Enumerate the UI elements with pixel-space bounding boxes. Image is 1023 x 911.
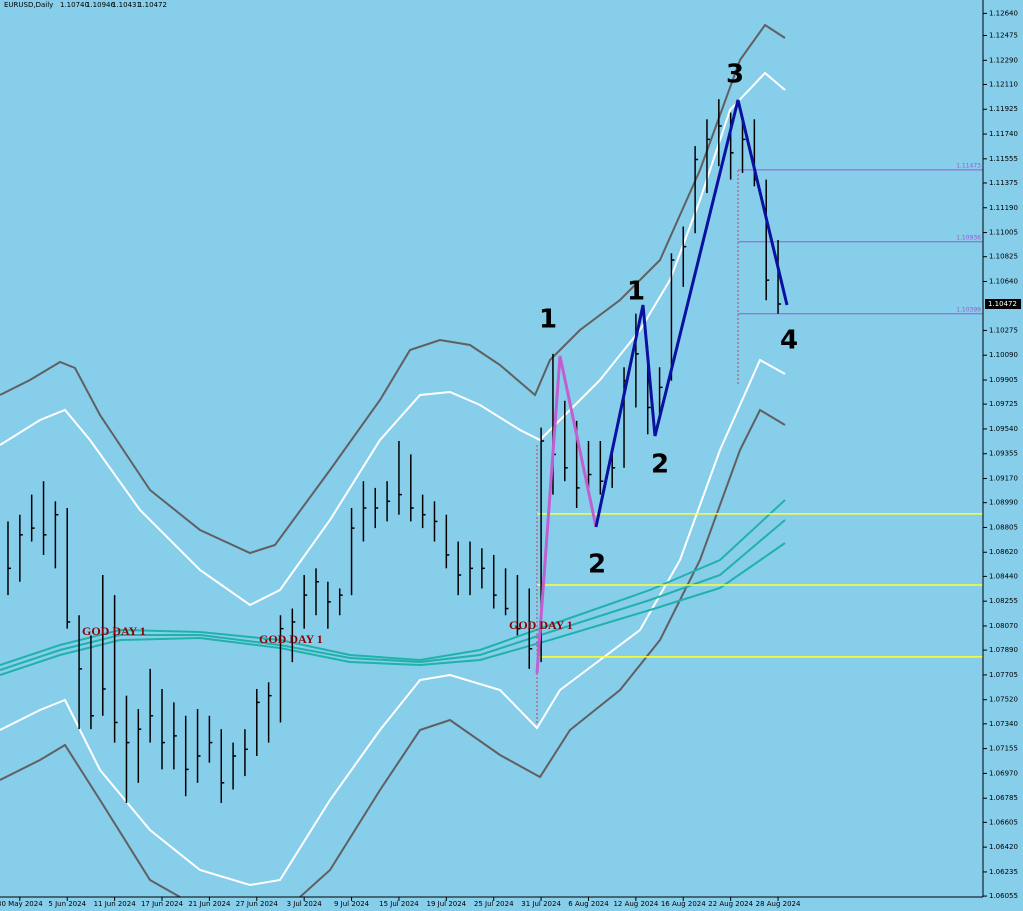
header-value: 1.10472 (138, 1, 167, 9)
y-tick-label: 1.08990 (989, 499, 1018, 507)
header-value: 1.10740 (60, 1, 89, 9)
y-tick-label: 1.06235 (989, 868, 1018, 876)
wave-label: 1 (539, 305, 557, 335)
y-tick-label: 1.10825 (989, 253, 1018, 261)
y-tick-label: 1.06605 (989, 818, 1018, 826)
y-tick-label: 1.11375 (989, 179, 1018, 187)
annotation: GOD DAY 1 (82, 624, 146, 638)
y-tick-label: 1.11740 (989, 130, 1018, 138)
header-value: 1.10946 (86, 1, 115, 9)
x-tick-label: 3 Jul 2024 (287, 900, 323, 908)
y-tick-label: 1.06970 (989, 769, 1018, 777)
y-tick-label: 1.09540 (989, 425, 1018, 433)
y-tick-label: 1.07155 (989, 745, 1018, 753)
x-tick-label: 5 Jun 2024 (48, 900, 86, 908)
x-tick-label: 11 Jun 2024 (94, 900, 137, 908)
wave-label: 1 (627, 277, 645, 307)
x-tick-label: 9 Jul 2024 (334, 900, 370, 908)
y-tick-label: 1.07890 (989, 646, 1018, 654)
wave-label: 2 (651, 450, 669, 480)
upper-outer-band (0, 23, 786, 555)
fib-level-label: 1.10399 (956, 306, 981, 313)
y-tick-label: 1.07520 (989, 696, 1018, 704)
wave-line (535, 355, 598, 674)
y-tick-label: 1.11190 (989, 204, 1018, 212)
annotation: GOD DAY 1 (259, 632, 323, 646)
x-tick-label: 12 Aug 2024 (613, 900, 658, 908)
y-tick-label: 1.09355 (989, 450, 1018, 458)
x-tick-label: 16 Aug 2024 (661, 900, 706, 908)
y-tick-label: 1.08070 (989, 622, 1018, 630)
moving-average (0, 542, 786, 676)
wave-label: 2 (588, 550, 606, 580)
y-tick-label: 1.09905 (989, 376, 1018, 384)
y-tick-label: 1.10640 (989, 277, 1018, 285)
current-price: 1.10472 (988, 300, 1017, 308)
y-tick-label: 1.11555 (989, 155, 1018, 163)
x-tick-label: 27 Jun 2024 (236, 900, 279, 908)
y-tick-label: 1.12110 (989, 80, 1018, 88)
x-tick-label: 22 Aug 2024 (708, 900, 753, 908)
y-tick-label: 1.12475 (989, 32, 1018, 40)
y-tick-label: 1.06055 (989, 892, 1018, 900)
y-tick-label: 1.12640 (989, 9, 1018, 17)
y-tick-label: 1.09170 (989, 475, 1018, 483)
x-tick-label: 21 Jun 2024 (188, 900, 231, 908)
y-tick-label: 1.08805 (989, 523, 1018, 531)
current-price-box (985, 299, 1021, 310)
x-tick-label: 17 Jun 2024 (141, 900, 184, 908)
annotation: GOD DAY 1 (509, 618, 573, 632)
x-tick-label: 25 Jul 2024 (474, 900, 514, 908)
x-tick-label: 30 May 2024 (0, 900, 43, 908)
lower-outer-band (0, 743, 181, 898)
y-tick-label: 1.06420 (989, 843, 1018, 851)
fib-level-label: 1.11473 (956, 162, 981, 169)
y-tick-label: 1.08255 (989, 597, 1018, 605)
y-tick-label: 1.07340 (989, 720, 1018, 728)
bands (0, 23, 786, 898)
wave-line (594, 99, 789, 528)
levels: 1.11473 1.10936 1.10399 (537, 162, 983, 658)
y-tick-label: 1.07705 (989, 671, 1018, 679)
x-tick-label: 28 Aug 2024 (756, 900, 801, 908)
x-tick-label: 6 Aug 2024 (568, 900, 609, 908)
x-tick-label: 31 Jul 2024 (521, 900, 561, 908)
y-tick-label: 1.08440 (989, 572, 1018, 580)
wave-label: 4 (780, 326, 798, 356)
y-tick-label: 1.11925 (989, 105, 1018, 113)
lower-outer-band (299, 408, 786, 898)
chart-title: EURUSD,Daily (4, 1, 53, 9)
fib-level-label: 1.10936 (956, 234, 981, 241)
y-tick-label: 1.12290 (989, 56, 1018, 64)
upper-inner-band (0, 71, 786, 607)
y-tick-label: 1.06785 (989, 794, 1018, 802)
y-tick-label: 1.11005 (989, 229, 1018, 237)
y-tick-label: 1.08620 (989, 548, 1018, 556)
wave-label: 3 (726, 60, 744, 90)
plot-area (0, 0, 983, 897)
y-tick-label: 1.10090 (989, 351, 1018, 359)
moving-average (0, 519, 786, 671)
x-tick-label: 15 Jul 2024 (379, 900, 419, 908)
y-tick-label: 1.10275 (989, 326, 1018, 334)
y-tick-label: 1.09725 (989, 400, 1018, 408)
x-tick-label: 19 Jul 2024 (427, 900, 467, 908)
header-value: 1.10431 (112, 1, 141, 9)
